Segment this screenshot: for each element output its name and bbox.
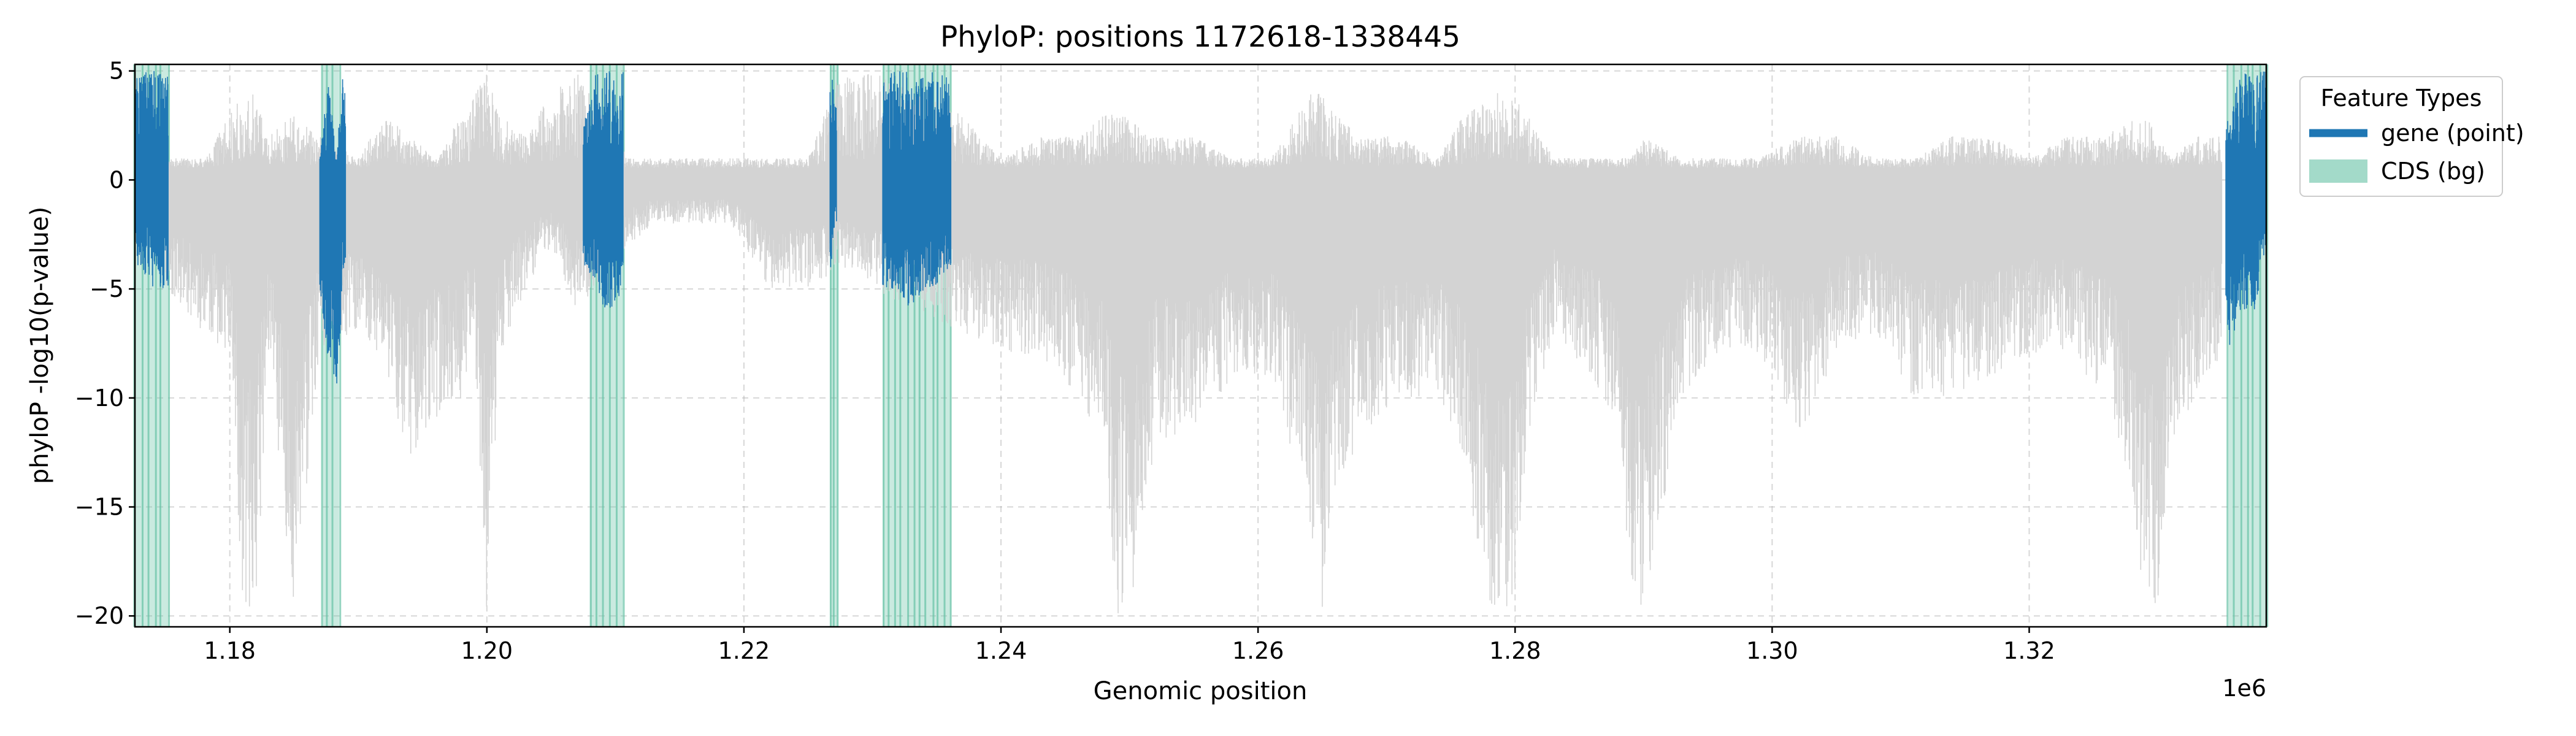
x-tick-label: 1.22 [718, 637, 770, 664]
axes-frame [134, 63, 2267, 628]
y-tick-label: −5 [90, 275, 124, 302]
x-axis-ticks: 1.18 1.20 1.22 1.24 1.26 1.28 1.30 1.32 [204, 627, 2055, 664]
x-tick-label: 1.18 [204, 637, 256, 664]
x-tick-label: 1.32 [2003, 637, 2055, 664]
legend-label-gene: gene (point) [2381, 120, 2524, 147]
y-tick-label: −15 [75, 494, 124, 521]
x-tick-label: 1.30 [1746, 637, 1798, 664]
x-tick-label: 1.26 [1232, 637, 1284, 664]
legend: Feature Types gene (point) CDS (bg) [2299, 76, 2524, 197]
x-tick-label: 1.20 [461, 637, 513, 664]
y-axis-label: phyloP -log10(p-value) [26, 207, 54, 484]
y-tick-label: −10 [75, 385, 124, 412]
legend-title: Feature Types [2321, 85, 2482, 112]
legend-label-cds: CDS (bg) [2381, 158, 2485, 185]
chart-title: PhyloP: positions 1172618-1338445 [940, 20, 1460, 54]
y-tick-label: 0 [109, 166, 124, 193]
x-axis-label: Genomic position [1094, 677, 1308, 705]
y-axis-ticks: 5 0 −5 −10 −15 −20 [75, 58, 135, 629]
x-axis-offset-label: 1e6 [2222, 675, 2266, 702]
plot-area [133, 63, 2269, 628]
legend-swatch-cds [2309, 159, 2367, 183]
y-tick-label: −20 [75, 602, 124, 629]
y-tick-label: 5 [109, 58, 124, 85]
x-tick-label: 1.24 [975, 637, 1027, 664]
x-tick-label: 1.28 [1489, 637, 1541, 664]
